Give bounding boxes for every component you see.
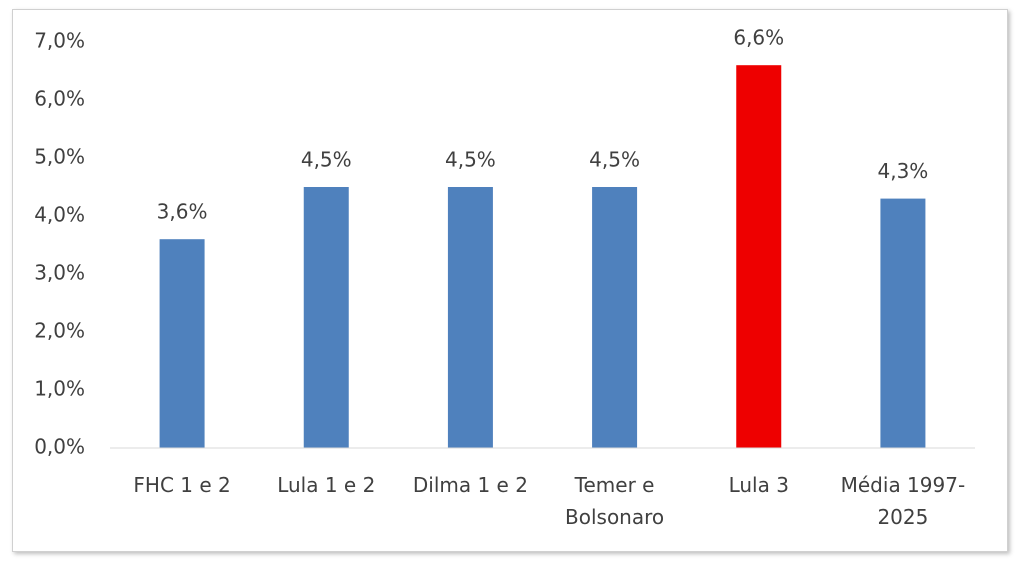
bar xyxy=(159,239,205,448)
y-tick-label: 1,0% xyxy=(34,377,85,401)
value-label: 4,5% xyxy=(589,148,640,172)
bar xyxy=(880,198,926,448)
value-label: 4,5% xyxy=(445,148,496,172)
y-tick-label: 6,0% xyxy=(34,87,85,111)
y-tick-label: 5,0% xyxy=(34,145,85,169)
y-tick-label: 4,0% xyxy=(34,203,85,227)
y-tick-label: 2,0% xyxy=(34,319,85,343)
y-tick-label: 3,0% xyxy=(34,261,85,285)
value-label: 3,6% xyxy=(157,200,208,224)
y-tick-label: 0,0% xyxy=(34,435,85,459)
bar xyxy=(736,65,782,448)
y-tick-label: 7,0% xyxy=(34,29,85,53)
value-label: 4,5% xyxy=(301,148,352,172)
bar xyxy=(592,187,638,448)
x-tick-label: Temer e Bolsonaro xyxy=(565,473,665,529)
value-label: 4,3% xyxy=(878,159,929,183)
value-label: 6,6% xyxy=(733,26,784,50)
x-tick-label: Lula 1 e 2 xyxy=(277,473,376,497)
bar xyxy=(303,187,349,448)
x-tick-label: Média 1997-2025 xyxy=(840,473,966,529)
bar xyxy=(447,187,493,448)
x-tick-label: Lula 3 xyxy=(728,473,789,497)
x-tick-label: FHC 1 e 2 xyxy=(133,473,231,497)
x-tick-label: Dilma 1 e 2 xyxy=(412,473,528,497)
